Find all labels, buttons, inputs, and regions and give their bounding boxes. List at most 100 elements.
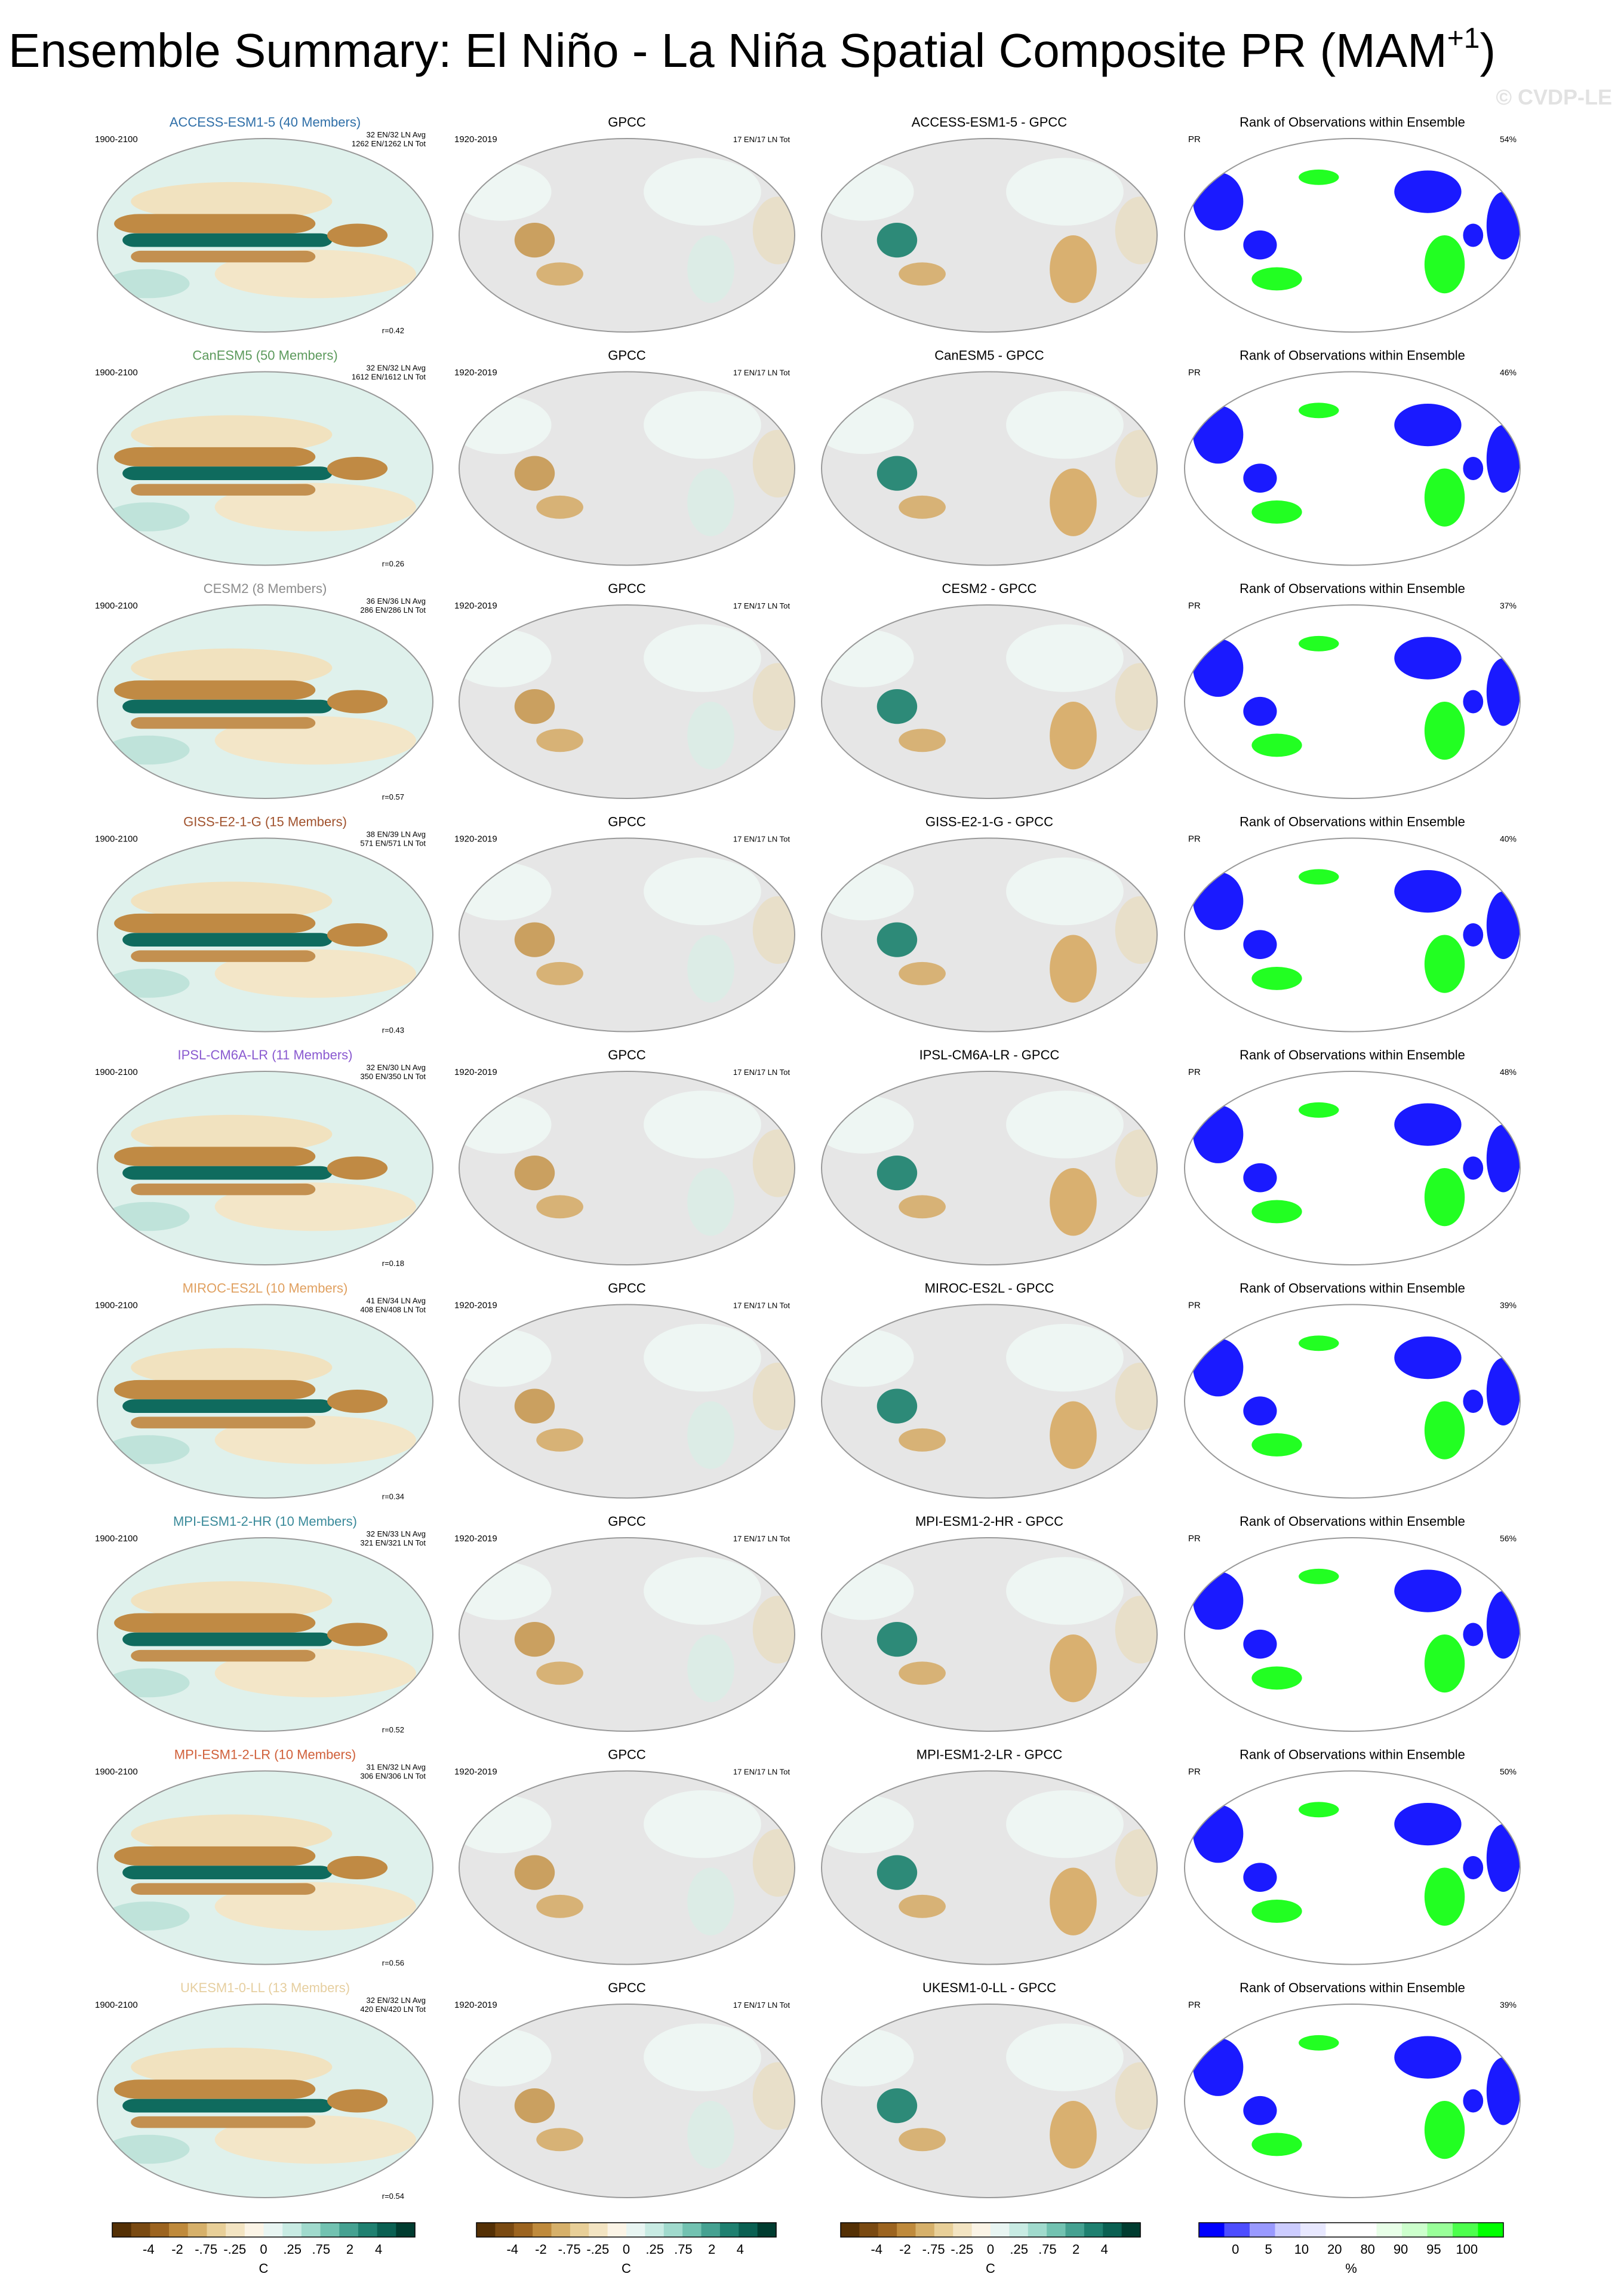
- map-region: [1394, 2036, 1462, 2079]
- map-outline: [459, 138, 795, 333]
- map-diff: [822, 1771, 1157, 1965]
- colorbar-box: [169, 2223, 189, 2237]
- map-region: [114, 1613, 316, 1633]
- map-region: [1243, 1863, 1277, 1892]
- map-region: [536, 1894, 583, 1918]
- map-region: [514, 1155, 555, 1191]
- obs-tot: 17 EN/17 LN Tot: [733, 1301, 791, 1310]
- colorbar-box: [589, 2223, 608, 2237]
- map-region: [1424, 1867, 1465, 1926]
- map-region: [1463, 923, 1484, 947]
- map-region: [131, 1814, 333, 1854]
- map-region: [752, 429, 795, 498]
- map-region: [1394, 403, 1462, 447]
- map-region: [687, 1168, 734, 1236]
- colorbar-box: [377, 2223, 396, 2237]
- colorbar-box: [757, 2223, 777, 2237]
- map-region: [1299, 1802, 1339, 1818]
- map-outline: [459, 1071, 795, 1265]
- colorbar-label: 90: [1394, 2242, 1408, 2257]
- map-obs: [459, 1071, 795, 1265]
- pattern-correlation: r=0.54: [382, 2192, 404, 2201]
- colorbar-label: -2: [899, 2242, 911, 2257]
- colorbar-frame: [840, 2222, 1141, 2238]
- model-tot: 321 EN/321 LN Tot: [360, 1538, 426, 1547]
- map-model: [97, 1771, 433, 1965]
- model-period: 1900-2100: [95, 1301, 138, 1311]
- map-region: [131, 1348, 333, 1387]
- colorbar-box: [570, 2223, 589, 2237]
- map-rank: [1185, 139, 1520, 332]
- map-region: [327, 1856, 388, 1879]
- map-region: [752, 196, 795, 265]
- map-region: [1050, 468, 1097, 536]
- map-outline: [1184, 1537, 1521, 1732]
- map-region: [1115, 429, 1157, 498]
- rank-title: Rank of Observations within Ensemble: [1239, 1047, 1465, 1062]
- map-region: [1243, 463, 1277, 493]
- map-outline: [97, 604, 433, 799]
- rank-title: Rank of Observations within Ensemble: [1239, 815, 1465, 829]
- colorbar-label: .25: [1010, 2242, 1028, 2257]
- model-avg: 36 EN/36 LN Avg: [367, 597, 426, 606]
- map-region: [644, 2023, 761, 2091]
- map-region: [1243, 1629, 1277, 1659]
- pattern-correlation: r=0.42: [382, 326, 404, 335]
- map-region: [1251, 1433, 1302, 1457]
- colorbar-label: 100: [1456, 2242, 1478, 2257]
- model-title: MPI-ESM1-2-LR (10 Members): [174, 1747, 356, 1762]
- obs-title: GPCC: [608, 815, 646, 829]
- model-title: IPSL-CM6A-LR (11 Members): [178, 1047, 353, 1062]
- map-outline: [821, 371, 1158, 566]
- map-region: [1243, 2096, 1277, 2125]
- colorbar-label: -.25: [223, 2242, 246, 2257]
- map-region: [1394, 1569, 1462, 1612]
- map-region: [131, 717, 316, 729]
- colorbar-box: [1103, 2223, 1122, 2237]
- colorbar-box: [934, 2223, 954, 2237]
- map-region: [327, 1623, 388, 1646]
- rank-title: Rank of Observations within Ensemble: [1239, 1747, 1465, 1762]
- map-region: [1486, 658, 1520, 726]
- map-region: [122, 2098, 333, 2113]
- colorbar-box: [1121, 2223, 1141, 2237]
- colorbar-box: [719, 2223, 739, 2237]
- map-region: [122, 933, 333, 947]
- map-region: [514, 1855, 555, 1890]
- map-region: [536, 495, 583, 519]
- map-region: [122, 1166, 333, 1180]
- map-diff: [822, 1538, 1157, 1731]
- map-region: [1193, 2038, 1244, 2096]
- model-tot: 350 EN/350 LN Tot: [360, 1072, 426, 1081]
- map-region: [1050, 1168, 1097, 1236]
- colorbar-label: 4: [375, 2242, 382, 2257]
- map-model: [97, 1538, 433, 1731]
- map-region: [1394, 1802, 1462, 1846]
- colorbar-box: [244, 2223, 264, 2237]
- rank-percent: 37%: [1500, 601, 1517, 610]
- map-region: [131, 648, 333, 687]
- map-region: [131, 2047, 333, 2087]
- map-outline: [97, 1770, 433, 1965]
- map-region: [899, 495, 946, 519]
- map-region: [1193, 872, 1244, 930]
- map-region: [1463, 2089, 1484, 2113]
- obs-period: 1920-2019: [454, 368, 497, 378]
- map-region: [327, 457, 388, 480]
- map-region: [114, 913, 316, 933]
- map-outline: [459, 604, 795, 799]
- map-region: [1463, 1623, 1484, 1646]
- map-rank: [1185, 2004, 1520, 2198]
- colorbar-box: [207, 2223, 226, 2237]
- colorbar-box: [1224, 2223, 1250, 2237]
- colorbar-label: 0: [987, 2242, 994, 2257]
- map-diff: [822, 838, 1157, 1032]
- map-region: [1193, 172, 1244, 231]
- map-region: [752, 1829, 795, 1897]
- model-avg: 32 EN/30 LN Avg: [367, 1063, 426, 1072]
- colorbar-unit: %: [1345, 2261, 1357, 2276]
- map-outline: [821, 604, 1158, 799]
- obs-tot: 17 EN/17 LN Tot: [733, 1768, 791, 1777]
- colorbar-box: [131, 2223, 150, 2237]
- map-region: [1394, 637, 1462, 680]
